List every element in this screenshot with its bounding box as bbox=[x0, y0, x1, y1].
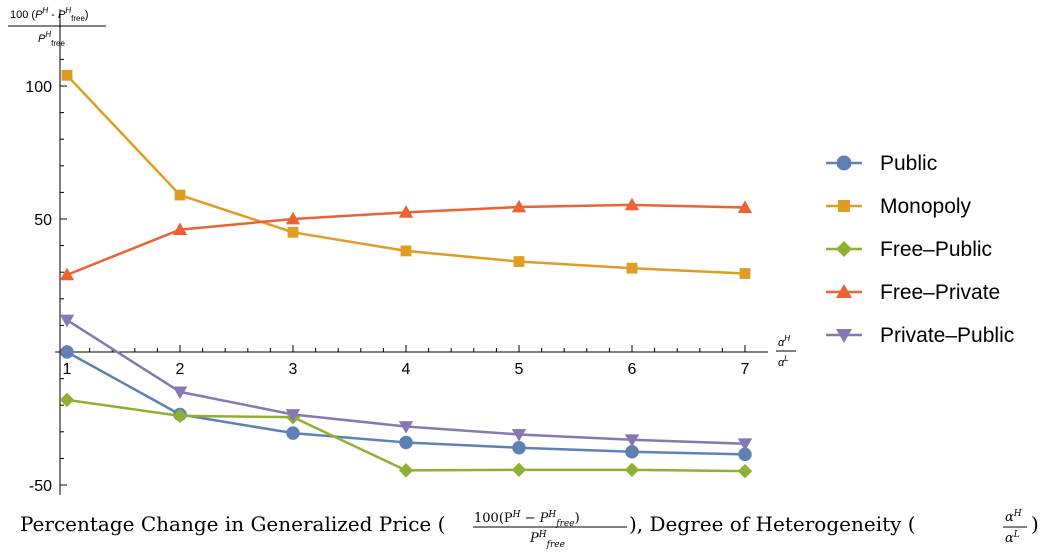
data-point-free-private bbox=[511, 199, 527, 213]
x-axis-label-numerator: αH bbox=[778, 334, 790, 349]
data-point-monopoly bbox=[174, 189, 186, 201]
x-tick-label: 6 bbox=[628, 361, 637, 378]
caption-fraction2-numerator: αH bbox=[1005, 509, 1022, 525]
x-tick-label: 4 bbox=[402, 361, 411, 378]
data-point-monopoly bbox=[626, 262, 638, 274]
legend-label: Monopoly bbox=[880, 195, 972, 218]
x-axis-label: αH αL bbox=[776, 334, 796, 369]
data-point-private-public bbox=[624, 434, 640, 447]
data-point-free-public bbox=[511, 462, 527, 478]
data-point-free-public bbox=[59, 392, 75, 408]
data-point-free-public bbox=[172, 408, 188, 424]
data-point-free-public bbox=[624, 462, 640, 478]
data-point-free-private bbox=[59, 267, 75, 281]
x-axis-label-denominator: αL bbox=[778, 354, 789, 369]
data-point-free-private bbox=[172, 222, 188, 236]
legend-swatch-marker bbox=[836, 241, 852, 257]
x-tick-label: 7 bbox=[741, 361, 750, 378]
y-axis-label: 100 (PH - PHfree) PHfree bbox=[8, 6, 106, 48]
axes: 100 50 -50 1 2 3 4 5 6 7 bbox=[25, 9, 768, 495]
legend-swatch-marker bbox=[836, 155, 852, 171]
legend-item-free-private: Free–Private bbox=[826, 281, 1000, 304]
caption-fraction2-denominator: αL bbox=[1005, 530, 1020, 546]
x-tick-label: 3 bbox=[289, 361, 298, 378]
data-point-private-public bbox=[285, 409, 301, 422]
legend: Public Monopoly Free–Public Free–Private Pri… bbox=[826, 152, 1014, 347]
legend-swatch-marker bbox=[836, 329, 852, 343]
data-point-public bbox=[60, 345, 74, 359]
y-tick-label: 100 bbox=[25, 79, 52, 96]
series-line-monopoly bbox=[66, 74, 746, 275]
legend-swatch-marker bbox=[836, 284, 852, 298]
legend-label: Free–Private bbox=[880, 281, 1000, 304]
y-tick-label: -50 bbox=[29, 478, 52, 495]
data-point-free-public bbox=[737, 463, 753, 479]
data-point-monopoly bbox=[513, 256, 525, 267]
legend-label: Public bbox=[880, 152, 937, 175]
data-point-private-public bbox=[511, 429, 527, 442]
caption-part2: ), Degree of Heterogeneity ( bbox=[629, 512, 916, 536]
caption-fraction-numerator: 100(PH − PHfree) bbox=[474, 510, 580, 529]
series-line-free-public bbox=[66, 398, 746, 473]
data-point-public bbox=[738, 447, 752, 462]
data-point-private-public bbox=[737, 438, 753, 451]
data-point-public bbox=[399, 435, 413, 450]
x-tick-label: 5 bbox=[515, 361, 524, 378]
y-axis-label-denominator: PHfree bbox=[38, 30, 65, 48]
data-point-monopoly bbox=[287, 226, 299, 238]
data-point-monopoly bbox=[400, 245, 412, 257]
data-point-free-public bbox=[398, 463, 414, 478]
data-point-public bbox=[286, 426, 300, 440]
legend-item-private-public: Private–Public bbox=[826, 324, 1014, 347]
data-point-private-public bbox=[398, 421, 414, 434]
caption-part1: Percentage Change in Generalized Price ( bbox=[20, 512, 445, 536]
series-free-public bbox=[59, 392, 753, 479]
data-point-free-private bbox=[398, 205, 414, 218]
data-point-private-public bbox=[172, 386, 188, 400]
legend-label: Free–Public bbox=[880, 238, 992, 261]
legend-label: Private–Public bbox=[880, 324, 1014, 347]
legend-item-public: Public bbox=[826, 152, 937, 175]
series-free-private bbox=[59, 197, 753, 281]
data-point-private-public bbox=[59, 314, 75, 328]
y-axis-label-numerator: 100 (PH - PHfree) bbox=[10, 6, 89, 23]
x-tick-label: 1 bbox=[63, 361, 72, 378]
legend-item-monopoly: Monopoly bbox=[826, 195, 972, 218]
data-point-free-private bbox=[624, 197, 640, 211]
caption-part3: ) bbox=[1031, 512, 1039, 536]
series-monopoly bbox=[61, 69, 751, 279]
data-point-monopoly bbox=[739, 268, 751, 279]
data-point-free-private bbox=[737, 200, 753, 213]
data-point-free-private bbox=[285, 211, 301, 225]
legend-item-free-public: Free–Public bbox=[826, 238, 992, 261]
y-tick-label: 50 bbox=[34, 212, 52, 229]
data-point-monopoly bbox=[61, 69, 73, 81]
data-point-public bbox=[625, 445, 639, 459]
x-tick-label: 2 bbox=[176, 361, 185, 378]
series-layer bbox=[59, 69, 753, 479]
legend-swatch-marker bbox=[838, 200, 850, 212]
chart-caption: Percentage Change in Generalized Price (… bbox=[20, 509, 1039, 550]
series-private-public bbox=[59, 314, 753, 451]
data-point-public bbox=[512, 441, 526, 455]
caption-fraction-denominator: PHfree bbox=[529, 530, 565, 550]
